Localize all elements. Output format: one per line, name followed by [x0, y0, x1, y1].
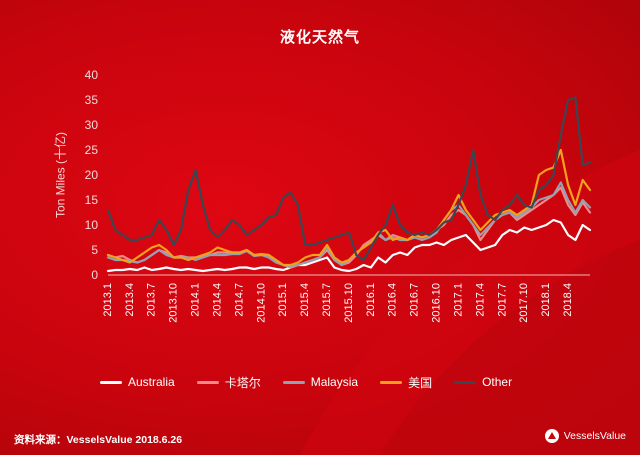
chart-title: 液化天然气 [279, 29, 360, 46]
x-tick-label: 2014.1 [190, 283, 202, 317]
legend-item: Australia [100, 375, 175, 389]
x-tick-label: 2017.10 [518, 283, 530, 323]
x-tick-label: 2017.1 [452, 283, 464, 317]
legend-swatch [282, 380, 305, 384]
x-tick-label: 2013.4 [124, 283, 136, 317]
legend-swatch [454, 380, 477, 384]
y-tick-label: 25 [85, 143, 99, 157]
legend-item: 卡塔尔 [196, 374, 261, 391]
x-tick-label: 2015.4 [299, 283, 311, 317]
x-tick-label: 2018.4 [562, 283, 574, 317]
x-tick-label: 2014.7 [233, 283, 245, 317]
y-tick-label: 0 [91, 268, 98, 282]
x-tick-label: 2017.7 [496, 283, 508, 317]
y-tick-label: 15 [85, 193, 99, 207]
x-tick-label: 2016.4 [387, 283, 399, 317]
legend-item: 美国 [380, 374, 432, 391]
legend-swatch [100, 380, 122, 384]
x-tick-label: 2014.10 [255, 283, 267, 323]
chart-legend: Australia 卡塔尔 Malaysia 美国 Other [100, 372, 600, 392]
series-line-1 [106, 218, 592, 273]
series-line-2 [106, 186, 592, 269]
x-tick-label: 2013.7 [146, 283, 158, 317]
legend-label: Australia [128, 375, 175, 389]
brand-logo: VesselsValue [544, 429, 626, 443]
legend-label: Other [482, 375, 513, 389]
y-tick-label: 30 [85, 118, 99, 132]
y-tick-label: 10 [85, 218, 99, 232]
x-tick-label: 2015.1 [277, 283, 289, 317]
legend-label: 美国 [408, 375, 433, 390]
x-tick-label: 2015.10 [343, 283, 355, 323]
y-tick-label: 35 [85, 93, 99, 107]
source-note: 资料来源：VesselsValue 2018.6.26 [14, 434, 183, 446]
legend-item: Other [454, 375, 512, 389]
legend-swatch [196, 380, 219, 384]
x-tick-label: 2016.7 [409, 283, 421, 317]
x-tick-label: 2016.10 [431, 283, 443, 323]
legend-label: 卡塔尔 [224, 375, 261, 390]
legend-swatch [380, 380, 403, 384]
legend-label: Malaysia [310, 375, 359, 389]
x-tick-label: 2017.4 [474, 283, 486, 317]
y-tick-label: 40 [85, 68, 99, 82]
brand-name: VesselsValue [563, 430, 626, 442]
x-tick-label: 2016.1 [365, 283, 377, 317]
vesselsvalue-logo-icon [544, 429, 559, 443]
x-tick-label: 2013.1 [102, 283, 114, 317]
y-tick-label: 5 [91, 243, 98, 257]
x-tick-label: 2014.4 [211, 283, 223, 317]
x-tick-label: 2015.7 [321, 283, 333, 317]
x-tick-label: 2018.1 [540, 283, 552, 317]
x-tick-label: 2013.10 [168, 283, 180, 323]
legend-item: Malaysia [282, 375, 359, 389]
y-tick-label: 20 [85, 168, 99, 182]
series-line-5 [106, 96, 592, 262]
series-line-4 [106, 148, 592, 267]
